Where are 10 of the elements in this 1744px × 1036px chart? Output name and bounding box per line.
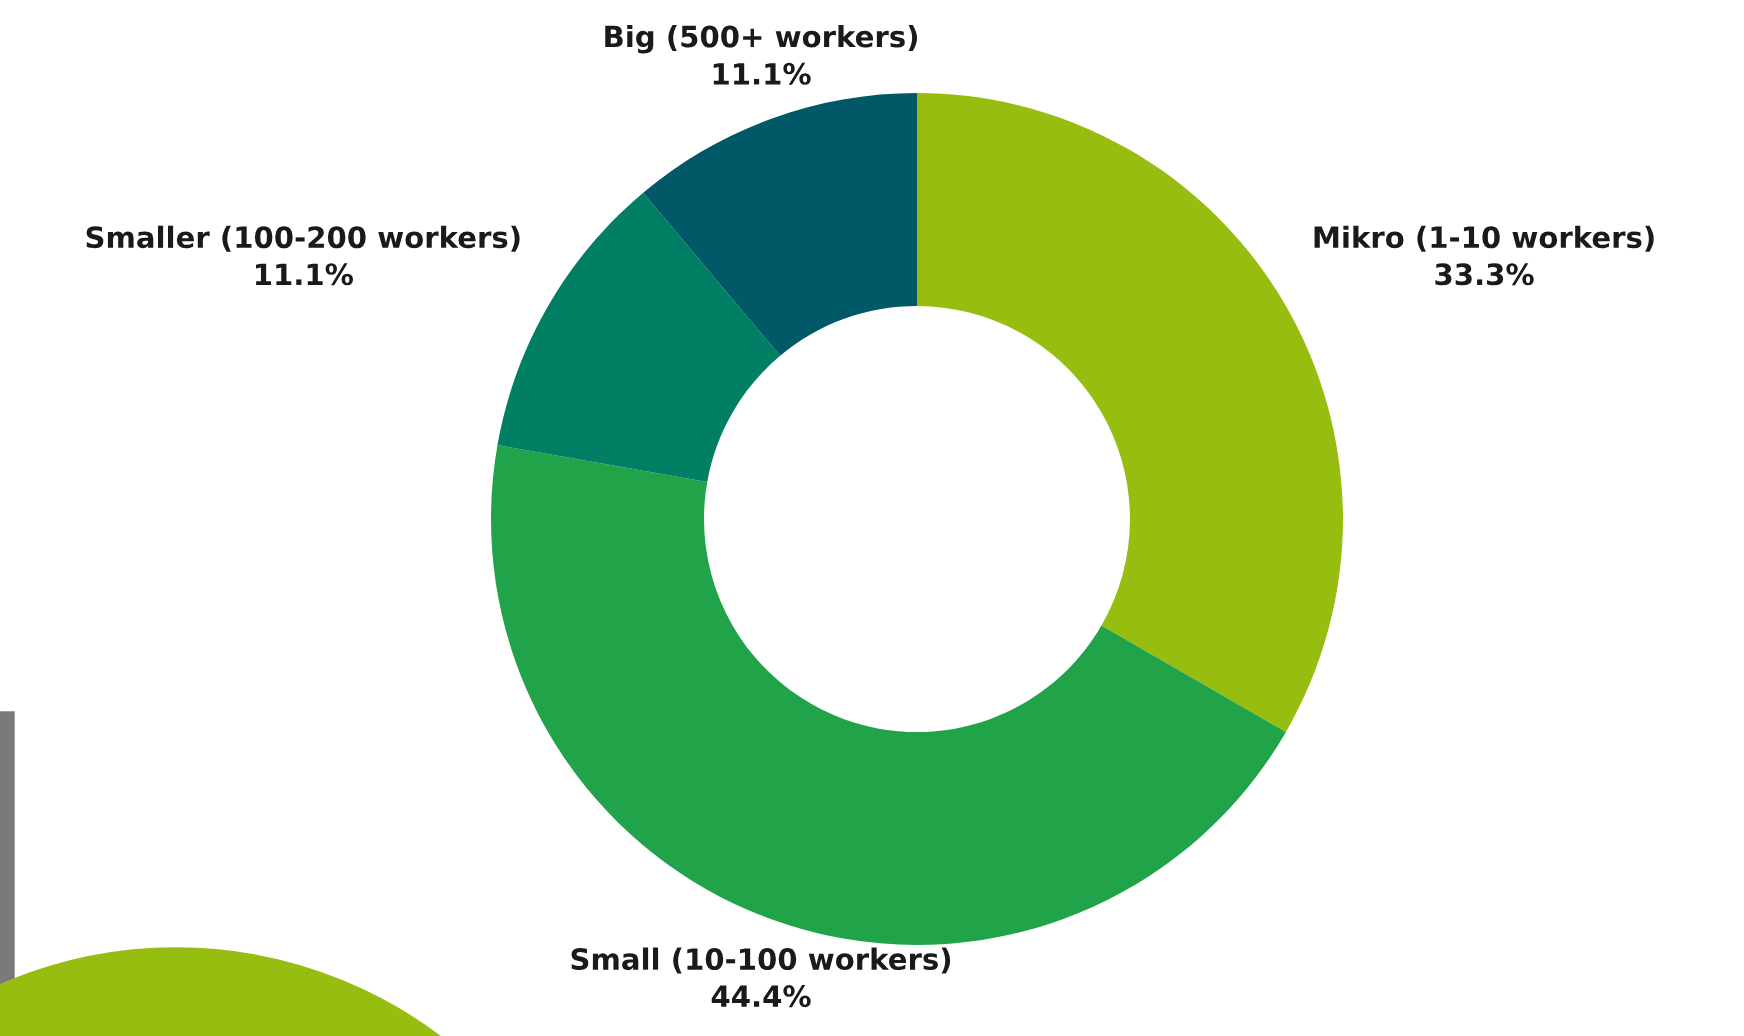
- data-label: 11.1%: [255, 263, 353, 286]
- slice-label: Small (10-100 workers): [571, 947, 951, 974]
- data-label: 33.3%: [1435, 263, 1534, 286]
- donut-slice: [643, 93, 917, 356]
- data-label: 11.1%: [713, 62, 811, 85]
- data-label: 44.4%: [711, 985, 811, 1008]
- donut-slice: [491, 445, 1286, 945]
- slice-label: Smaller (100-200 workers): [86, 225, 520, 252]
- slice-label: Big (500+ workers): [605, 24, 917, 54]
- slice-label: Mikro (1-10 workers): [1314, 225, 1654, 252]
